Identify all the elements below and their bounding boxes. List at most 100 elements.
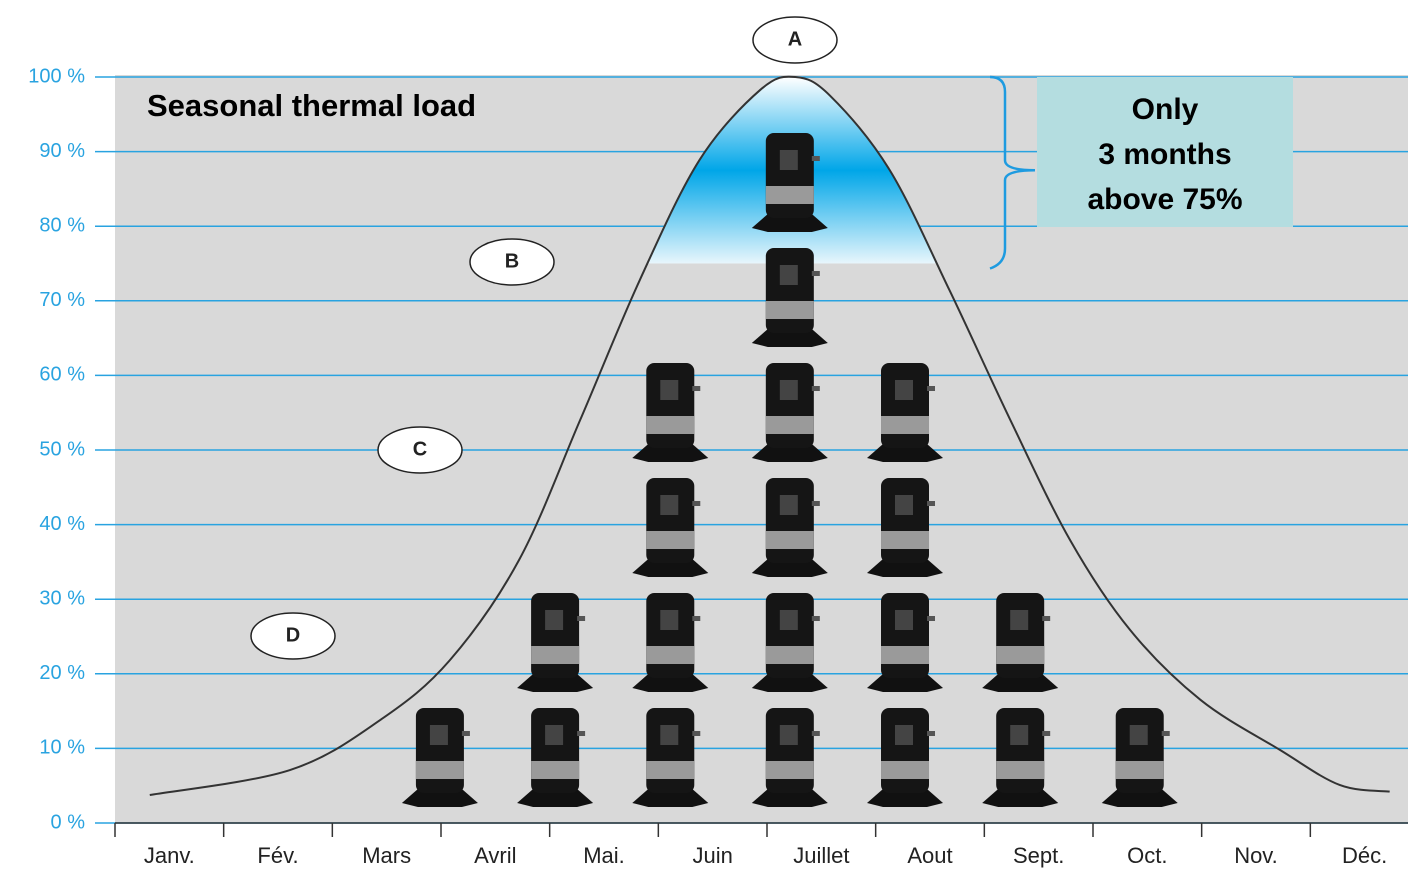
compressor-body [415,708,464,793]
y-tick-label: 30 % [39,587,85,609]
compressor-base [751,789,828,807]
compressor-body [881,363,930,448]
compressor-label [646,416,695,434]
compressor-base [632,444,709,462]
compressor-label [531,646,580,664]
compressor-label [765,301,814,319]
compressor-box [779,265,798,285]
compressor-label [646,761,695,779]
compressor-base [517,674,594,692]
compressor-box [895,495,914,515]
compressor-label [881,416,930,434]
compressor-box [1010,610,1029,630]
compressor-body [1115,708,1164,793]
x-tick-label: Déc. [1342,843,1387,868]
compressor-port [692,731,701,736]
compressor-box [545,610,564,630]
compressor-body [765,133,814,218]
y-tick-label: 100 % [28,65,85,87]
compressor-label [531,761,580,779]
compressor-port [692,501,701,506]
compressor-box [895,610,914,630]
compressor-base [982,674,1059,692]
compressor-body [646,478,695,563]
compressor-box [660,380,679,400]
compressor-box [779,610,798,630]
compressor-box [1129,725,1148,745]
annotation-box [1037,77,1293,227]
compressor-base [867,674,944,692]
compressor-box [779,725,798,745]
x-tick-label: Aout [907,843,952,868]
y-tick-label: 10 % [39,737,85,759]
compressor-label [415,761,464,779]
compressor-body [646,363,695,448]
compressor-body [646,593,695,678]
chart-title: Seasonal thermal load [147,88,476,123]
marker-label: C [413,438,427,460]
compressor-label [881,646,930,664]
y-tick-label: 0 % [51,811,86,833]
compressor-body [881,708,930,793]
compressor-stack [751,133,828,807]
compressor-port [461,731,470,736]
compressor-body [531,593,580,678]
compressor-label [765,761,814,779]
compressor-body [765,478,814,563]
compressor-stack [982,593,1059,807]
marker-ellipse [377,426,463,474]
y-tick-label: 70 % [39,289,85,311]
compressor-box [545,725,564,745]
compressor-body [881,478,930,563]
compressor-port [1042,616,1051,621]
compressor-box [660,495,679,515]
annotation-text: 3 months [1098,138,1231,171]
compressor-port [811,501,820,506]
y-tick-label: 60 % [39,364,85,386]
x-tick-label: Mai. [583,843,625,868]
compressor-port [927,731,936,736]
compressor-label [765,531,814,549]
compressor-label [765,646,814,664]
marker-ellipse [752,16,838,64]
compressor-port [927,501,936,506]
compressor-label [996,761,1045,779]
compressor-body [765,363,814,448]
compressor-port [811,616,820,621]
compressor-box [660,725,679,745]
compressor-base [982,789,1059,807]
compressor-box [660,610,679,630]
compressor-box [779,380,798,400]
compressor-label [765,416,814,434]
compressor-body [996,708,1045,793]
compressor-body [996,593,1045,678]
compressor-box [895,725,914,745]
compressor-base [751,559,828,577]
compressor-port [692,616,701,621]
compressor-base [867,789,944,807]
compressor-base [632,789,709,807]
compressor-base [867,559,944,577]
compressor-port [811,156,820,161]
annotation-text: Only [1132,93,1199,126]
compressor-port [577,731,586,736]
compressor-body [765,593,814,678]
compressor-port [811,386,820,391]
y-tick-label: 40 % [39,513,85,535]
compressor-box [1010,725,1029,745]
x-tick-label: Juillet [793,843,849,868]
marker-label: D [286,624,300,646]
compressor-body [765,248,814,333]
y-tick-label: 20 % [39,662,85,684]
compressor-body [765,708,814,793]
compressor-stack [1101,708,1178,807]
compressor-box [429,725,448,745]
y-tick-label: 80 % [39,214,85,236]
compressor-base [632,674,709,692]
compressor-stack [517,593,594,807]
compressor-base [517,789,594,807]
compressor-label [881,761,930,779]
compressor-box [779,150,798,170]
